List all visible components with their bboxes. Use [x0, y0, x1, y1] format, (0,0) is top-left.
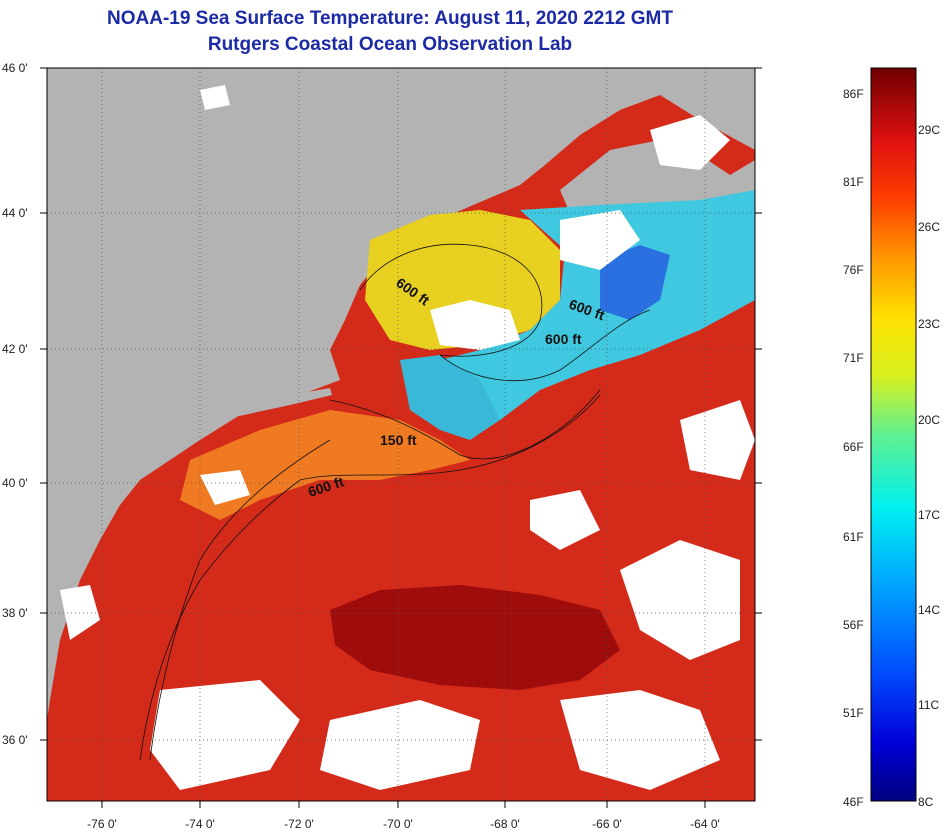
- colorbar: [870, 67, 917, 802]
- colorbar-label-f: 46F: [843, 795, 864, 809]
- colorbar-label-c: 14C: [918, 603, 941, 617]
- map-frame: [46, 67, 756, 802]
- land-mainland: [47, 68, 755, 720]
- hot-core: [330, 585, 620, 690]
- lon-label: -70 0': [383, 817, 413, 831]
- map-image: [47, 68, 755, 801]
- colorbar-label-c: 29C: [918, 123, 941, 137]
- colorbar-label-f: 76F: [843, 263, 864, 277]
- georges-bank-cyan: [400, 355, 500, 440]
- lon-label: -66 0': [592, 817, 622, 831]
- colorbar-label-c: 11C: [918, 698, 940, 712]
- colorbar-label-c: 20C: [918, 413, 941, 427]
- lat-label: 44 0': [2, 206, 28, 220]
- lon-label: -64 0': [690, 817, 720, 831]
- lon-label: -74 0': [185, 817, 215, 831]
- colorbar-label-f: 81F: [843, 175, 864, 189]
- colorbar-label-c: 23C: [918, 317, 941, 331]
- contour-label: 600 ft: [545, 331, 582, 347]
- lon-label: -72 0': [284, 817, 314, 831]
- lat-label: 36 0': [2, 733, 28, 747]
- colorbar-label-f: 56F: [843, 618, 864, 632]
- map-ticks: [40, 67, 762, 808]
- map-subtitle: Rutgers Coastal Ocean Observation Lab: [207, 34, 573, 55]
- colorbar-label-f: 66F: [843, 440, 864, 454]
- lat-label: 42 0': [2, 342, 28, 356]
- lat-label: 40 0': [2, 476, 28, 490]
- colorbar-label-f: 71F: [843, 351, 864, 365]
- colorbar-label-f: 51F: [843, 706, 864, 720]
- land-long-island: [210, 388, 332, 418]
- map-title: NOAA-19 Sea Surface Temperature: August …: [107, 8, 673, 29]
- colorbar-label-c: 8C: [918, 795, 934, 809]
- lon-label: -68 0': [490, 817, 520, 831]
- lat-label: 46 0': [2, 61, 28, 75]
- shelf-orange: [180, 410, 470, 520]
- colorbar-label-f: 86F: [843, 87, 864, 101]
- contour-label: 150 ft: [380, 432, 417, 448]
- colorbar-label-c: 26C: [918, 220, 941, 234]
- gulf-of-maine-cyan: [420, 190, 755, 430]
- lat-label: 38 0': [2, 606, 28, 620]
- colorbar-label-c: 17C: [918, 508, 941, 522]
- scotian-blue: [600, 245, 670, 320]
- lon-label: -76 0': [87, 817, 117, 831]
- colorbar-label-f: 61F: [843, 530, 864, 544]
